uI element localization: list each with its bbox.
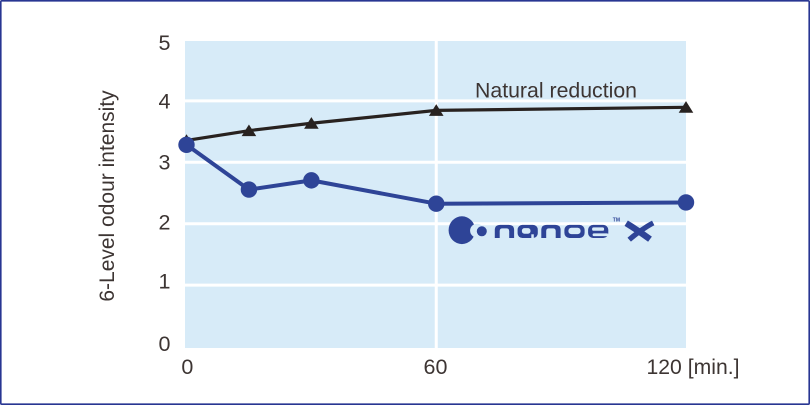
nanoe-wordmark: [494, 224, 609, 238]
x-tick-label-0: 0: [181, 355, 193, 379]
triangle-marker: [428, 104, 444, 116]
x-axis-tick-labels: 0 60 120 [min.]: [181, 355, 739, 379]
y-tick-label-3: 3: [159, 150, 171, 174]
wordmark-counters: [499, 227, 609, 238]
y-axis-title: 6-Level odour intensity: [96, 90, 119, 302]
triangle-marker: [678, 101, 694, 113]
series-nanoe-x: [178, 136, 695, 212]
triangle-marker: [304, 117, 319, 129]
trademark-symbol: TM: [613, 218, 620, 224]
y-tick-label-4: 4: [159, 90, 171, 114]
nanoe-mark-icon: [448, 216, 487, 245]
triangle-marker: [241, 124, 257, 137]
y-tick-label-0: 0: [159, 332, 171, 356]
natural-reduction-label: Natural reduction: [475, 78, 637, 102]
circle-marker: [303, 172, 320, 189]
y-axis-tick-labels: 0 1 2 3 4 5: [159, 31, 171, 356]
x-tick-label-60: 60: [423, 355, 447, 379]
y-tick-label-5: 5: [159, 31, 171, 55]
x-tick-label-120: 120 [min.]: [647, 355, 740, 379]
circle-marker: [240, 181, 258, 198]
circle-marker: [677, 194, 695, 211]
nanoe-x-logo: TM: [448, 216, 655, 245]
nanoe-x-letter: [624, 220, 655, 242]
gridlines: [185, 41, 686, 348]
y-tick-label-1: 1: [159, 269, 171, 293]
nanoe-mark-dot: [476, 226, 487, 237]
circle-marker: [428, 195, 445, 212]
circle-marker: [178, 136, 195, 153]
y-tick-label-2: 2: [159, 211, 171, 235]
nanoe-mark-blob: [448, 216, 476, 245]
data-series: [178, 101, 695, 212]
